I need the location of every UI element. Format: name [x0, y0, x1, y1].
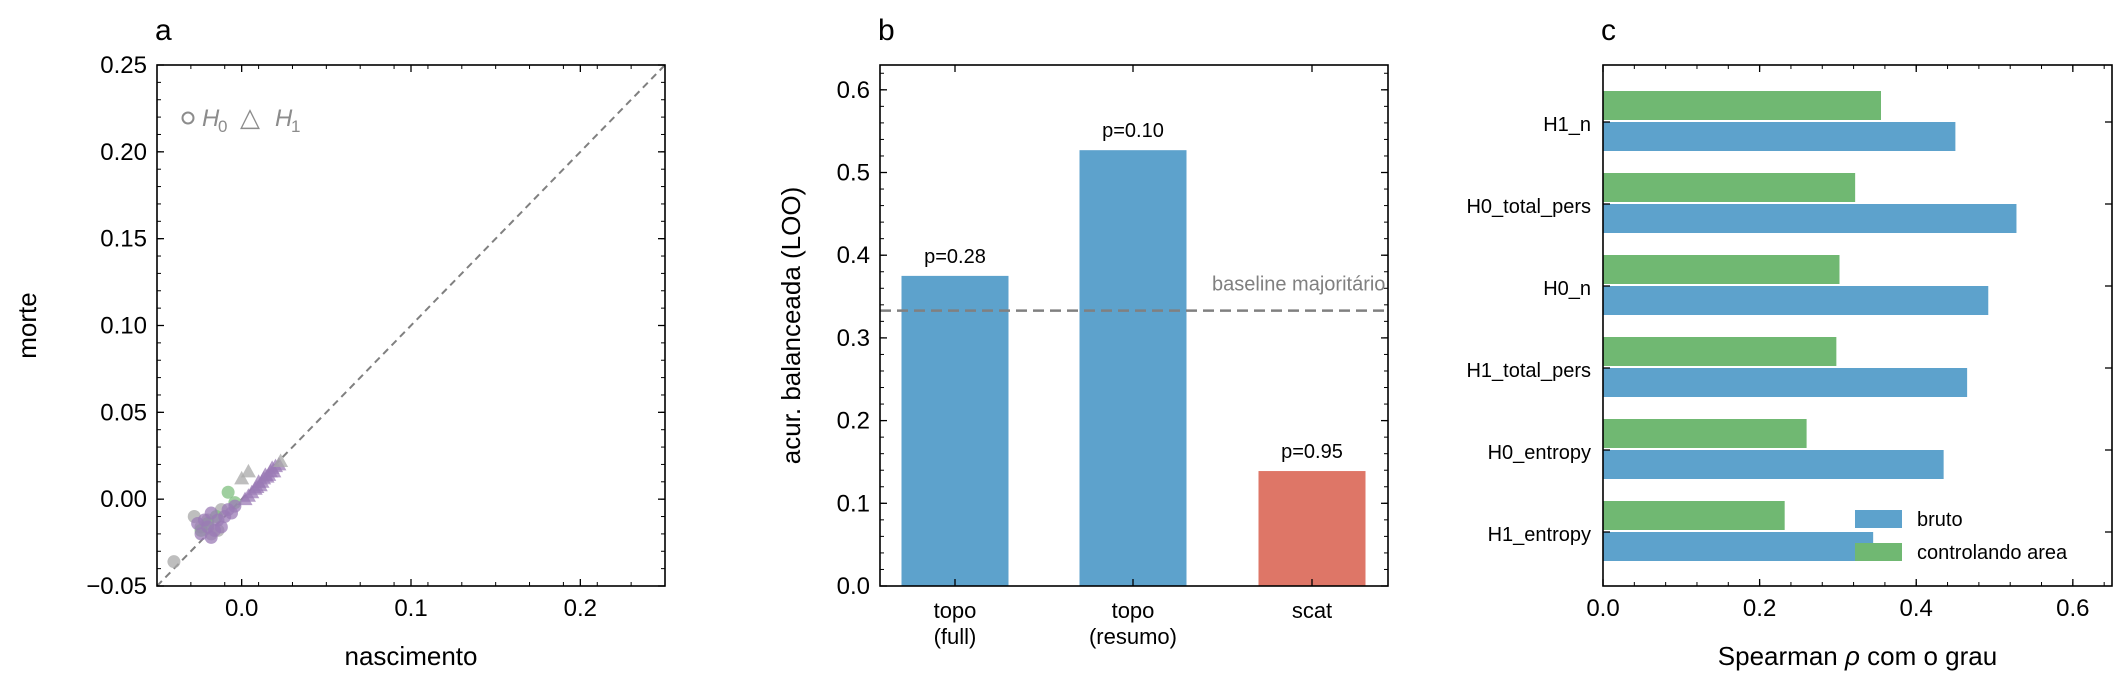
legend-label: controlando area — [1917, 542, 2068, 564]
data-point — [214, 520, 228, 534]
data-point — [228, 499, 242, 513]
x-tick-label: 0.0 — [1586, 595, 1619, 622]
bar-bruto — [1603, 286, 1989, 315]
y-tick-label: 0.05 — [100, 399, 147, 426]
data-point — [240, 463, 256, 478]
y-tick-label: 0.00 — [100, 486, 147, 513]
x-category-label-line2: (resumo) — [1089, 624, 1177, 649]
data-point — [259, 469, 275, 483]
x-category-label: topo — [1112, 598, 1155, 623]
y-tick-label: 0.6 — [837, 77, 870, 104]
legend-swatch — [1855, 543, 1902, 561]
y-category-label: H0_total_pers — [1466, 196, 1591, 218]
y-tick-label: 0.10 — [100, 313, 147, 340]
plot-frame — [879, 64, 1389, 587]
bar-value-label: p=0.28 — [924, 246, 986, 268]
y-axis-label: morte — [12, 292, 42, 358]
bar-controlando-area — [1603, 337, 1837, 366]
x-axis-label: nascimento — [345, 641, 478, 671]
legend-h1-label: H — [275, 105, 293, 132]
bar-value-label: p=0.10 — [1102, 120, 1164, 142]
bar-bruto — [1603, 122, 1956, 151]
x-axis-label: Spearman ρ com o grau — [1718, 641, 1997, 671]
y-category-label: H0_n — [1543, 278, 1591, 300]
bar-controlando-area — [1603, 91, 1881, 120]
y-tick-label: 0.2 — [837, 408, 870, 435]
legend-h0-subscript: 0 — [218, 117, 227, 136]
x-tick-label: 0.2 — [1743, 595, 1776, 622]
y-tick-label: −0.05 — [86, 573, 147, 600]
x-category-label: scat — [1292, 598, 1332, 623]
bar — [901, 275, 1009, 586]
baseline-label: baseline majoritário — [1212, 274, 1385, 296]
y-tick-label: 0.5 — [837, 160, 870, 187]
data-point — [221, 485, 235, 499]
bar-controlando-area — [1603, 255, 1840, 284]
y-axis-label: acur. balanceada (LOO) — [776, 187, 806, 465]
x-tick-label: 0.0 — [225, 595, 258, 622]
y-tick-label: 0.4 — [837, 242, 870, 269]
y-tick-label: 0.20 — [100, 139, 147, 166]
panel-a-scatter: a 0.0 0.1 0.2 −0.05 0.00 0.05 0.10 0.15 0.20 0.25 H… — [12, 14, 666, 671]
legend-h1-subscript: 1 — [291, 117, 300, 136]
bar-bruto — [1603, 204, 2017, 233]
legend: bruto controlando area — [1855, 509, 2068, 564]
legend-label: bruto — [1917, 509, 1963, 531]
y-tick-label: 0.25 — [100, 52, 147, 79]
data-point — [204, 530, 218, 544]
bar — [1079, 150, 1187, 586]
x-tick-label: 0.6 — [2056, 595, 2089, 622]
bar-controlando-area — [1603, 501, 1785, 530]
data-point — [234, 470, 250, 485]
legend: H0 △ H1 — [181, 102, 300, 136]
y-tick-label: 0.1 — [837, 490, 870, 517]
bar-value-label: p=0.95 — [1281, 441, 1343, 463]
plot-frame — [1602, 64, 2113, 587]
bar-bruto — [1603, 532, 1874, 561]
x-tick-label: 0.2 — [564, 595, 597, 622]
y-tick-label: 0.3 — [837, 325, 870, 352]
bar — [1258, 471, 1366, 586]
data-point — [167, 555, 181, 569]
legend-triangle-marker: △ — [240, 102, 260, 132]
x-category-label: topo — [934, 598, 977, 623]
panel-b-bar-chart: bp=0.28topo(full)p=0.10topo(resumo)p=0.9… — [776, 14, 1389, 649]
y-category-label: H1_n — [1543, 114, 1591, 136]
panel-label: a — [155, 14, 172, 47]
data-point — [252, 477, 268, 492]
y-category-label: H0_entropy — [1488, 442, 1591, 464]
x-tick-label: 0.1 — [394, 595, 427, 622]
bar-controlando-area — [1603, 173, 1856, 202]
legend-swatch — [1855, 510, 1902, 528]
panel-c-horizontal-bar-chart: c H1_entropy H0_entropy H1_total_pers H0_n H0… — [1466, 14, 2113, 671]
y-tick-label: 0.0 — [837, 573, 870, 600]
legend-h0-label: H — [202, 105, 220, 132]
bar-bruto — [1603, 450, 1944, 479]
panel-label: b — [878, 14, 895, 47]
y-category-label: H1_total_pers — [1466, 360, 1591, 382]
x-category-label-line2: (full) — [934, 624, 977, 649]
data-point — [273, 453, 289, 467]
legend-circle-marker — [181, 111, 195, 125]
bar-bruto — [1603, 368, 1968, 397]
bar-controlando-area — [1603, 419, 1807, 448]
y-tick-label: 0.15 — [100, 226, 147, 253]
panel-label: c — [1601, 14, 1616, 47]
data-point — [266, 463, 282, 478]
x-tick-label: 0.4 — [1900, 595, 1933, 622]
y-category-label: H1_entropy — [1488, 524, 1591, 546]
